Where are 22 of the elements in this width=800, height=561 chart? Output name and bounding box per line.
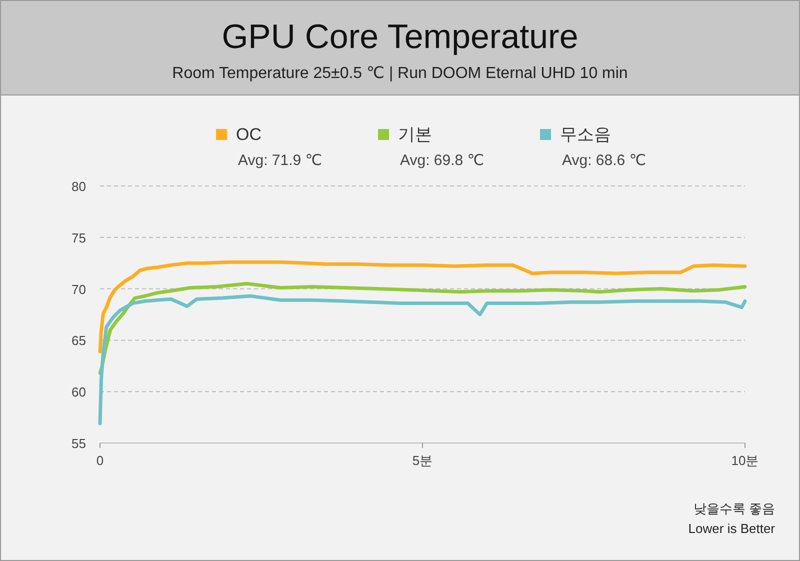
- y-tick-label: 75: [72, 230, 86, 246]
- y-tick-label: 65: [72, 333, 86, 348]
- line-series: [98, 294, 747, 426]
- x-tick-label: 0: [96, 453, 104, 468]
- legend-label: OC: [236, 125, 262, 144]
- line-series: [98, 282, 747, 375]
- text: Avg: 68.6 ℃: [562, 152, 646, 169]
- text: Avg: 69.8 ℃: [400, 152, 484, 169]
- text: Avg: 71.9 ℃: [238, 152, 322, 169]
- legend-label: 무소음: [560, 125, 611, 144]
- y-tick-label: 70: [72, 282, 86, 297]
- y-tick-label: 55: [72, 436, 86, 451]
- chart-title: GPU Core Temperature: [222, 18, 578, 56]
- text: Lower is Better: [688, 521, 776, 536]
- text: 낮을수록 좋음: [693, 501, 775, 516]
- y-tick-label: 60: [72, 384, 86, 400]
- legend-label: 기본: [398, 125, 432, 144]
- x-tick-label: 5분: [412, 453, 433, 468]
- chart-subtitle: Room Temperature 25±0.5 ℃ | Run DOOM Eternal UHD 10 min: [172, 65, 628, 82]
- line-series: [98, 260, 747, 354]
- x-tick-label: 10분: [731, 453, 759, 468]
- y-tick-label: 80: [72, 179, 86, 194]
